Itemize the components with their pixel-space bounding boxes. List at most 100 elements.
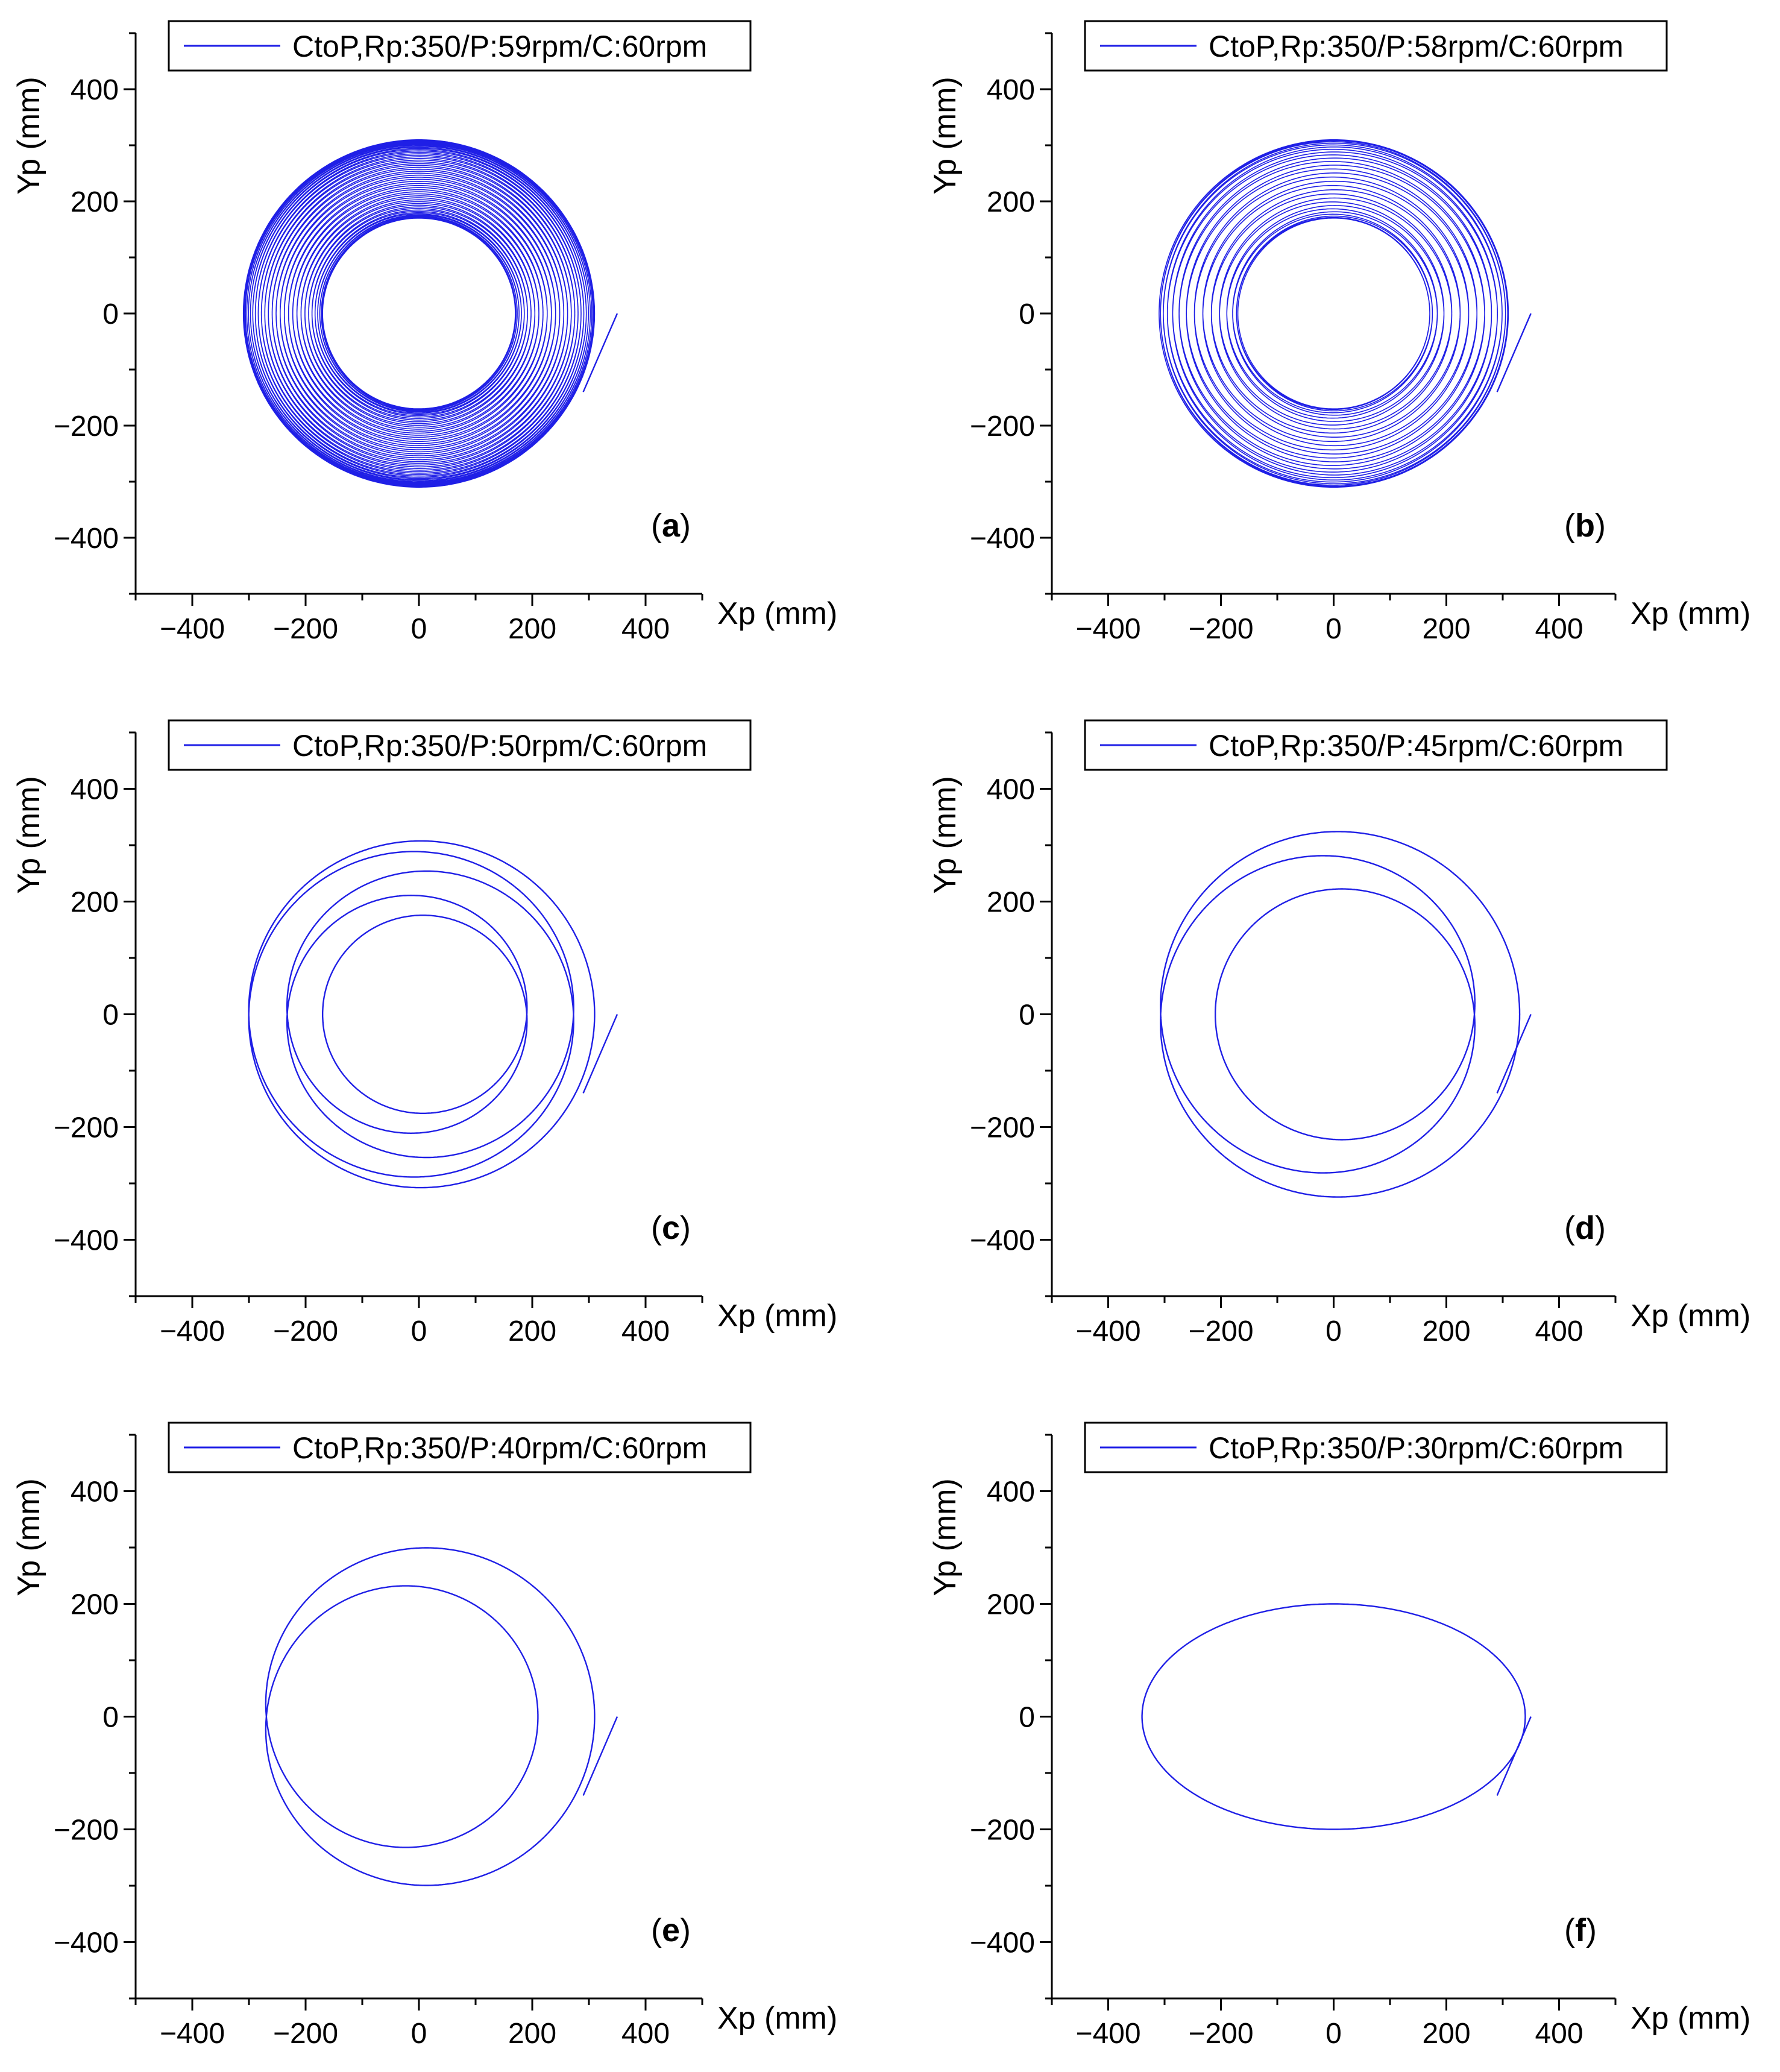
panel-letter: d (1575, 1210, 1595, 1246)
y-tick-label: −200 (970, 1815, 1035, 1847)
chart-panel-e: −400 −200 0 200 400 −400 −200 0 200 400 Xp (mm) Yp … (11, 1422, 837, 2050)
chart-panel-f: −400 −200 0 200 400 −400 −200 0 200 400 Xp (mm) Yp … (928, 1422, 1750, 2050)
x-axis-title: Xp (mm) (717, 2001, 837, 2036)
y-tick-label: −400 (54, 523, 119, 555)
x-tick-label: 400 (1535, 2018, 1583, 2050)
panel-letter: b (1575, 508, 1595, 544)
x-tick-label: 0 (411, 613, 427, 645)
x-tick-label: 0 (1326, 2018, 1342, 2050)
x-tick-label: −400 (160, 613, 225, 645)
data-series-tail (582, 1716, 618, 1796)
y-tick-label: 0 (1019, 1702, 1035, 1734)
chart-panel-b: −400 −200 0 200 400 −400 −200 0 200 400 Xp (mm) Yp … (928, 20, 1750, 645)
panel-label: (c) (651, 1210, 691, 1246)
x-tick-label: −400 (1075, 2018, 1140, 2050)
y-tick-label: 0 (102, 298, 119, 330)
x-tick-label: 0 (1326, 1315, 1342, 1347)
x-tick-label: −400 (1075, 1315, 1140, 1347)
x-tick-label: −200 (1188, 1315, 1253, 1347)
x-tick-label: 200 (508, 613, 556, 645)
x-axis-title: Xp (mm) (1631, 596, 1750, 631)
y-tick-label: −400 (970, 1225, 1035, 1257)
y-tick-label: 0 (1019, 1000, 1035, 1031)
panel-label: (b) (1564, 508, 1606, 544)
x-tick-label: −200 (1188, 613, 1253, 645)
y-axis-title: Yp (mm) (11, 1478, 46, 1596)
panel-label: (d) (1564, 1210, 1606, 1246)
data-series-curve (265, 1547, 596, 1886)
x-tick-label: 400 (1535, 613, 1583, 645)
y-axis-title: Yp (mm) (11, 77, 46, 194)
x-tick-label: −200 (273, 1315, 338, 1347)
panel-letter: f (1575, 1912, 1587, 1948)
y-tick-label: 200 (987, 186, 1035, 218)
data-series-tail (1496, 1716, 1532, 1796)
x-tick-label: 400 (1535, 1315, 1583, 1347)
x-tick-label: 200 (1422, 1315, 1470, 1347)
y-tick-label: 200 (987, 887, 1035, 919)
x-tick-label: 200 (508, 2018, 556, 2050)
legend-label: CtoP,Rp:350/P:40rpm/C:60rpm (292, 1431, 707, 1465)
data-series-curve (242, 139, 596, 488)
x-tick-label: 400 (621, 1315, 670, 1347)
legend-label: CtoP,Rp:350/P:50rpm/C:60rpm (292, 729, 707, 763)
y-axis-title: Yp (mm) (928, 1478, 963, 1596)
y-tick-label: 200 (71, 186, 119, 218)
x-tick-label: −400 (160, 1315, 225, 1347)
data-series-curve (1141, 1603, 1526, 1830)
y-tick-label: −200 (54, 1112, 119, 1144)
legend-label: CtoP,Rp:350/P:30rpm/C:60rpm (1209, 1431, 1623, 1465)
data-series-tail (1496, 313, 1532, 392)
y-tick-label: −200 (54, 1815, 119, 1847)
x-axis-title: Xp (mm) (717, 596, 837, 631)
x-axis-title: Xp (mm) (1631, 2001, 1750, 2036)
x-tick-label: −200 (273, 2018, 338, 2050)
y-tick-label: 0 (102, 1702, 119, 1734)
data-series-tail (1496, 1014, 1532, 1094)
x-axis-title: Xp (mm) (1631, 1299, 1750, 1334)
y-axis-title: Yp (mm) (928, 77, 963, 194)
data-series-curve (1159, 139, 1509, 488)
y-tick-label: 400 (987, 774, 1035, 806)
x-tick-label: −200 (1188, 2018, 1253, 2050)
y-tick-label: −200 (54, 411, 119, 442)
y-tick-label: −400 (54, 1225, 119, 1257)
legend-label: CtoP,Rp:350/P:59rpm/C:60rpm (292, 30, 707, 63)
chart-panel-c: −400 −200 0 200 400 −400 −200 0 200 400 Xp (mm) Yp … (11, 719, 837, 1347)
y-tick-label: 200 (987, 1589, 1035, 1621)
x-tick-label: −200 (273, 613, 338, 645)
panel-letter: a (662, 508, 681, 544)
panel-label: (e) (651, 1912, 691, 1948)
data-series-curve (1160, 831, 1521, 1198)
y-tick-label: −400 (970, 1927, 1035, 1959)
x-tick-label: 400 (621, 2018, 670, 2050)
y-tick-label: −200 (970, 1112, 1035, 1144)
chart-panel-d: −400 −200 0 200 400 −400 −200 0 200 400 Xp (mm) Yp … (928, 719, 1750, 1347)
chart-panel-a: −400 −200 0 200 400 −400 −200 0 200 400 Xp (mm) Yp … (11, 20, 837, 645)
x-tick-label: 200 (508, 1315, 556, 1347)
y-tick-label: −400 (54, 1927, 119, 1959)
x-tick-label: 200 (1422, 613, 1470, 645)
x-tick-label: −400 (160, 2018, 225, 2050)
y-tick-label: 0 (1019, 298, 1035, 330)
data-series-tail (582, 1014, 618, 1094)
x-tick-label: 400 (621, 613, 670, 645)
panel-label: (a) (651, 508, 691, 544)
y-tick-label: −400 (970, 523, 1035, 555)
data-series-curve (248, 840, 596, 1189)
panel-letter: c (662, 1210, 680, 1246)
x-tick-label: −400 (1075, 613, 1140, 645)
y-tick-label: 400 (987, 1476, 1035, 1508)
y-axis-title: Yp (mm) (928, 776, 963, 893)
y-tick-label: 400 (71, 1476, 119, 1508)
x-tick-label: 0 (411, 1315, 427, 1347)
y-tick-label: 200 (71, 1589, 119, 1621)
y-tick-label: 400 (71, 74, 119, 106)
panel-label: (f) (1564, 1912, 1597, 1948)
legend-label: CtoP,Rp:350/P:58rpm/C:60rpm (1209, 30, 1623, 63)
y-tick-label: 400 (71, 774, 119, 806)
y-tick-label: −200 (970, 411, 1035, 442)
panel-letter: e (662, 1912, 680, 1948)
y-tick-label: 400 (987, 74, 1035, 106)
